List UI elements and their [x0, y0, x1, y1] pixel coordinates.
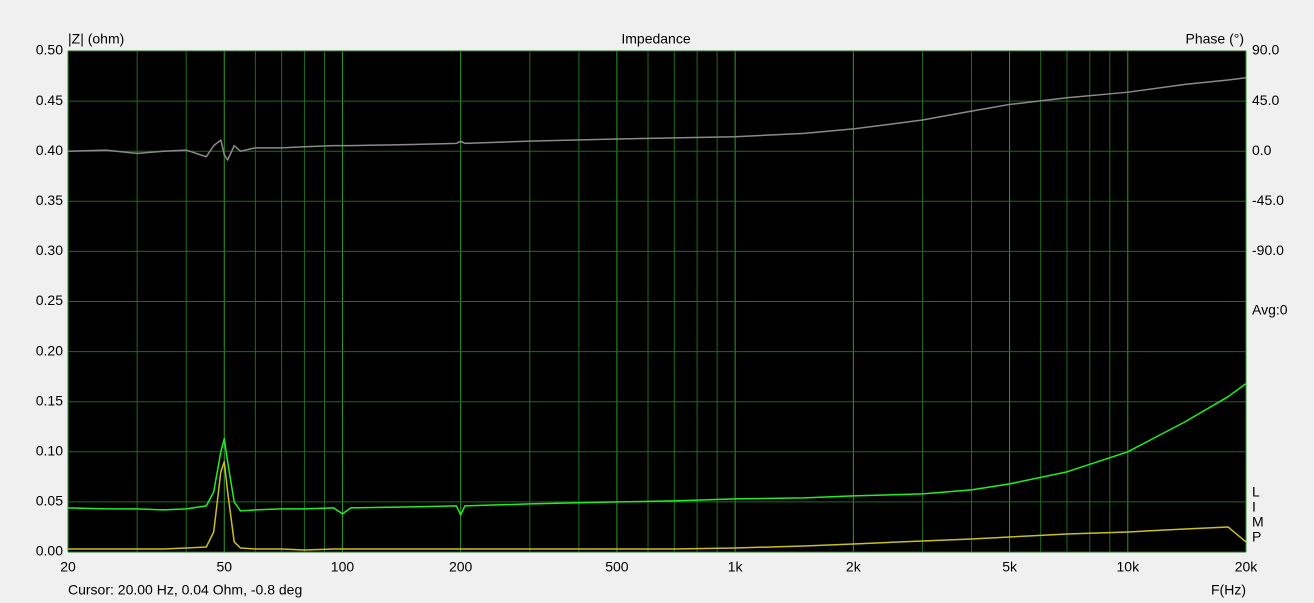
- y2-tick-label: 90.0: [1252, 42, 1279, 58]
- y-tick-label: 0.10: [36, 443, 63, 459]
- side-letter: I: [1252, 499, 1256, 515]
- x-tick-label: 20: [60, 559, 76, 575]
- y-tick-label: 0.50: [36, 42, 63, 58]
- x-tick-label: 1k: [728, 559, 744, 575]
- x-tick-label: 200: [449, 559, 473, 575]
- y-tick-label: 0.35: [36, 192, 63, 208]
- y-tick-label: 0.00: [36, 543, 63, 559]
- data-line: [67, 383, 1247, 516]
- y-tick-label: 0.25: [36, 292, 63, 308]
- y-axis-label: |Z| (ohm): [68, 31, 124, 47]
- y2-tick-label: -45.0: [1252, 192, 1284, 208]
- y2-tick-label: -90.0: [1252, 242, 1284, 258]
- x-tick-label: 10k: [1117, 559, 1141, 575]
- data-line: [67, 76, 1247, 161]
- cursor-readout: Cursor: 20.00 Hz, 0.04 Ohm, -0.8 deg: [68, 582, 302, 598]
- y-tick-label: 0.40: [36, 142, 63, 158]
- y-tick-label: 0.30: [36, 242, 63, 258]
- side-letter: L: [1252, 484, 1260, 500]
- x-tick-label: 5k: [1002, 559, 1018, 575]
- x-tick-label: 20k: [1235, 559, 1259, 575]
- y2-tick-label: 0.0: [1252, 142, 1272, 158]
- y2-tick-label: 45.0: [1252, 92, 1279, 108]
- x-tick-label: 2k: [846, 559, 862, 575]
- y-tick-label: 0.20: [36, 342, 63, 358]
- chart-title: Impedance: [621, 31, 690, 47]
- y-tick-label: 0.05: [36, 493, 63, 509]
- x-tick-label: 100: [331, 559, 355, 575]
- x-tick-label: 50: [216, 559, 232, 575]
- y-tick-label: 0.15: [36, 392, 63, 408]
- side-letter: M: [1252, 514, 1264, 530]
- avg-label: Avg:0: [1252, 302, 1288, 318]
- data-line: [68, 461, 1247, 551]
- side-letter: P: [1252, 529, 1261, 545]
- x-tick-label: 500: [605, 559, 629, 575]
- x-axis-label: F(Hz): [1211, 582, 1246, 598]
- y-tick-label: 0.45: [36, 92, 63, 108]
- y2-axis-label: Phase (°): [1185, 31, 1244, 47]
